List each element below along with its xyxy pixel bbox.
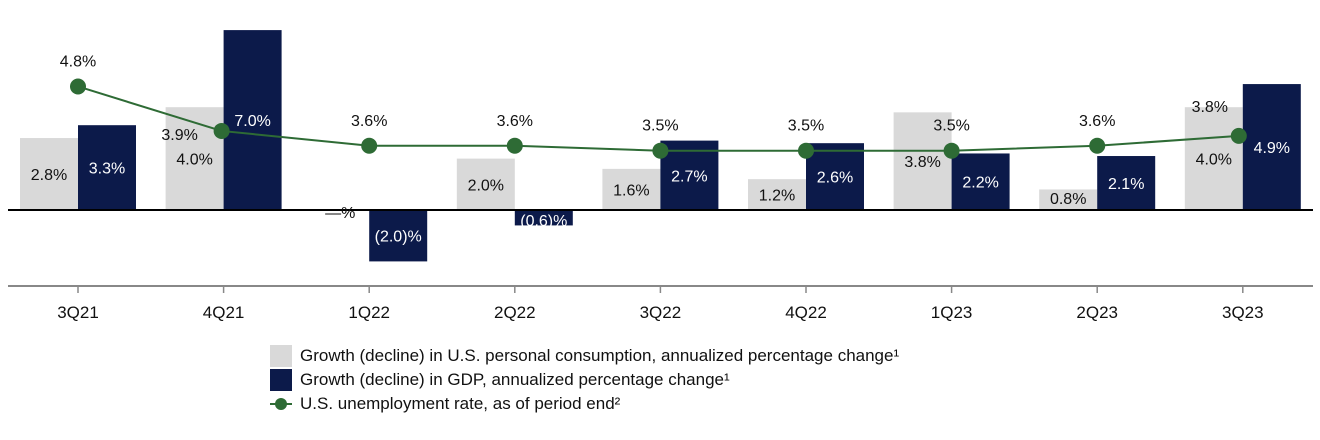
data-labels-layer: 2.8% 3.3% 4.0% 7.0% —% (2.0)% 2.0% (0.6)% 1.6% 2.… <box>31 53 1290 245</box>
category-label-4Q22: 4Q22 <box>785 303 827 322</box>
unemployment-point-3Q21 <box>70 78 86 95</box>
legend: Growth (decline) in U.S. personal consum… <box>270 344 899 416</box>
label-unemployment-2Q22: 3.6% <box>497 113 533 130</box>
category-label-4Q21: 4Q21 <box>203 303 245 322</box>
label-consumption-2Q23: 0.8% <box>1050 191 1086 208</box>
label-unemployment-4Q21: 3.9% <box>161 127 197 144</box>
bar-consumption-4Q21 <box>165 107 224 210</box>
chart: 3Q21 4Q21 1Q22 2Q22 3Q22 4Q22 1Q23 2Q23 3Q23 2.8… <box>8 30 1313 322</box>
label-unemployment-4Q22: 3.5% <box>788 118 824 135</box>
label-gdp-4Q22: 2.6% <box>817 170 853 187</box>
category-label-2Q22: 2Q22 <box>494 303 536 322</box>
label-gdp-1Q22: (2.0)% <box>375 229 422 246</box>
unemployment-point-3Q22 <box>652 142 669 159</box>
label-gdp-3Q22: 2.7% <box>671 168 707 185</box>
label-consumption-1Q22: —% <box>325 205 355 222</box>
label-gdp-3Q23: 4.9% <box>1254 140 1290 157</box>
bar-consumption-3Q21 <box>20 138 78 210</box>
unemployment-point-1Q22 <box>361 137 378 154</box>
legend-item-gdp: Growth (decline) in GDP, annualized perc… <box>270 368 899 392</box>
unemployment-point-2Q23 <box>1089 137 1106 154</box>
bar-gdp-3Q23 <box>1242 84 1301 210</box>
label-consumption-4Q21: 4.0% <box>176 152 212 169</box>
label-unemployment-3Q22: 3.5% <box>642 118 678 135</box>
category-label-3Q23: 3Q23 <box>1222 303 1264 322</box>
label-consumption-3Q23: 4.0% <box>1196 152 1232 169</box>
label-consumption-3Q21: 2.8% <box>31 167 67 184</box>
bar-consumption-2Q22 <box>456 158 515 210</box>
x-ticks: 3Q21 4Q21 1Q22 2Q22 3Q22 4Q22 1Q23 2Q23 3Q23 <box>57 286 1264 322</box>
bar-gdp-3Q21 <box>78 125 136 210</box>
bar-consumption-1Q23 <box>893 112 952 210</box>
bar-gdp-1Q23 <box>951 153 1010 210</box>
category-label-1Q22: 1Q22 <box>348 303 390 322</box>
legend-swatch-consumption <box>270 345 292 367</box>
legend-swatch-gdp <box>270 369 292 391</box>
label-gdp-4Q21: 7.0% <box>234 113 270 130</box>
legend-swatch-unemployment: .line-swatch::before{background:#2e6b35} <box>270 393 292 415</box>
label-gdp-1Q23: 2.2% <box>962 175 998 192</box>
bar-consumption-4Q22 <box>748 179 806 210</box>
unemployment-point-3Q23 <box>1230 127 1247 144</box>
unemployment-point-1Q23 <box>943 142 960 159</box>
label-gdp-2Q22: (0.6)% <box>520 213 567 230</box>
legend-label-unemployment: U.S. unemployment rate, as of period end… <box>300 394 621 413</box>
bar-gdp-3Q22 <box>660 140 719 210</box>
category-label-3Q21: 3Q21 <box>57 303 99 322</box>
unemployment-point-4Q22 <box>798 142 814 159</box>
unemployment-line-layer <box>70 78 1247 159</box>
category-label-3Q22: 3Q22 <box>640 303 682 322</box>
legend-item-unemployment: .line-swatch::before{background:#2e6b35}… <box>270 392 899 416</box>
legend-item-consumption: Growth (decline) in U.S. personal consum… <box>270 344 899 368</box>
bar-consumption-2Q23 <box>1039 189 1098 210</box>
unemployment-point-2Q22 <box>506 137 523 154</box>
label-consumption-2Q22: 2.0% <box>468 177 504 194</box>
bars-layer <box>20 30 1301 262</box>
label-consumption-3Q22: 1.6% <box>613 182 649 199</box>
label-consumption-4Q22: 1.2% <box>759 188 795 205</box>
legend-label-gdp: Growth (decline) in GDP, annualized perc… <box>300 370 730 389</box>
bar-consumption-3Q22 <box>602 168 661 210</box>
label-consumption-1Q23: 3.8% <box>904 154 940 171</box>
legend-label-consumption: Growth (decline) in U.S. personal consum… <box>300 346 900 365</box>
label-gdp-3Q21: 3.3% <box>89 161 125 178</box>
label-unemployment-1Q22: 3.6% <box>351 113 387 130</box>
unemployment-point-4Q21 <box>213 122 230 139</box>
label-unemployment-3Q21: 4.8% <box>60 53 96 70</box>
label-unemployment-1Q23: 3.5% <box>933 118 969 135</box>
category-label-1Q23: 1Q23 <box>931 303 973 322</box>
bar-gdp-2Q23 <box>1097 156 1156 210</box>
label-unemployment-3Q23: 3.8% <box>1192 99 1228 116</box>
label-gdp-2Q23: 2.1% <box>1108 176 1144 193</box>
bar-gdp-2Q22 <box>514 210 573 226</box>
category-label-2Q23: 2Q23 <box>1076 303 1118 322</box>
bar-gdp-4Q21 <box>223 30 282 210</box>
label-unemployment-2Q23: 3.6% <box>1079 113 1115 130</box>
bar-gdp-4Q22 <box>806 143 864 210</box>
bar-gdp-1Q22 <box>369 210 428 262</box>
bar-consumption-3Q23 <box>1184 107 1243 210</box>
